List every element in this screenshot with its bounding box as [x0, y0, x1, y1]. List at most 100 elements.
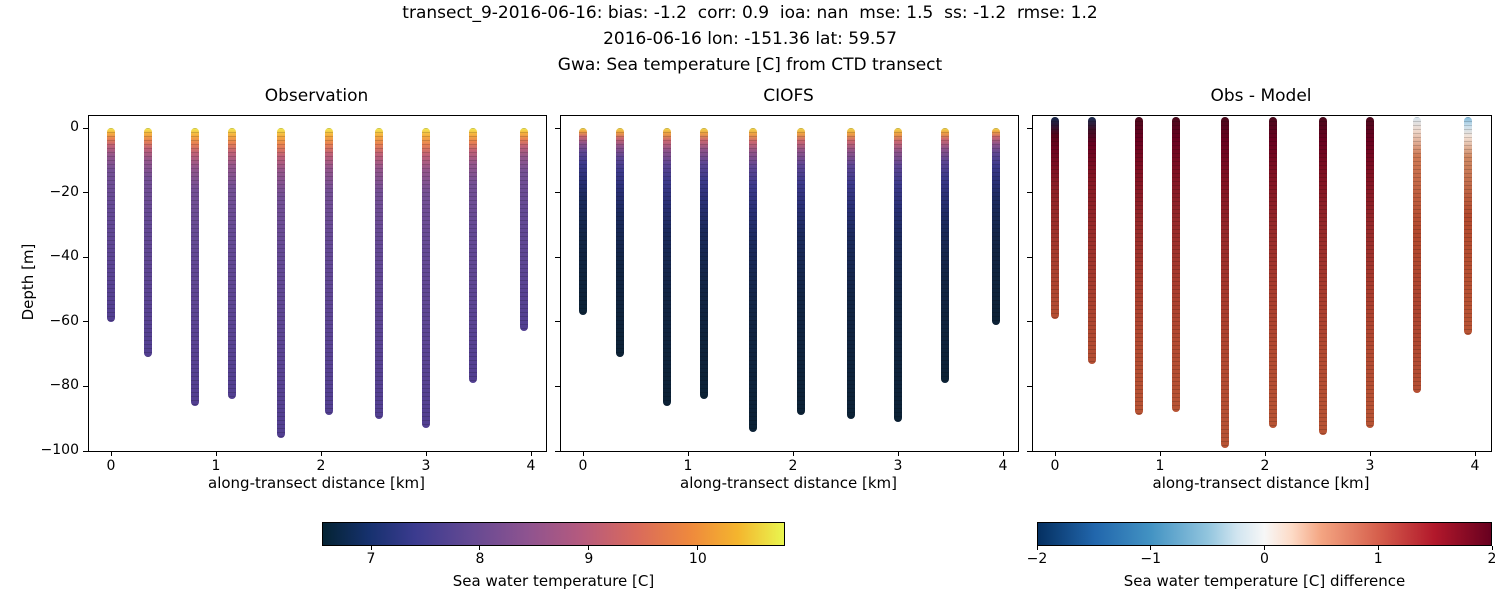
ctd-cast [1318, 117, 1327, 435]
x-tick [1474, 451, 1476, 456]
ctd-cast [519, 128, 528, 332]
y-tick [1027, 192, 1032, 194]
colorbar-tick-label: −2 [1026, 551, 1048, 567]
y-tick [83, 192, 88, 194]
ctd-cast [797, 128, 806, 416]
colorbar-tick [697, 546, 699, 550]
x-tick [1054, 451, 1056, 456]
x-tick-label: 4 [1470, 458, 1480, 474]
colorbar-tick [1150, 546, 1152, 550]
x-tick [897, 451, 899, 456]
colorbar-tick-label: 0 [1260, 551, 1269, 567]
y-tick [1027, 256, 1032, 258]
x-tick [1002, 451, 1004, 456]
y-tick-label: −100 [40, 442, 79, 458]
ctd-cast [699, 128, 708, 400]
ctd-cast [749, 128, 758, 432]
y-tick [83, 256, 88, 258]
ctd-cast [1087, 117, 1096, 364]
difference-colorbar: Sea water temperature [C] difference −2 −… [1027, 522, 1496, 590]
ctd-cast [374, 128, 383, 419]
figure-suptitle-line2: 2016-06-16 lon: -151.36 lat: 59.57 [603, 29, 897, 49]
colorbar-tick-label: −1 [1140, 551, 1162, 567]
x-tick [792, 451, 794, 456]
ctd-cast [894, 128, 902, 422]
y-tick [555, 127, 560, 129]
ctd-cast [991, 128, 1000, 326]
x-tick-label: 3 [1365, 458, 1375, 474]
ctd-cast [277, 128, 286, 439]
x-tick-label: 1 [683, 458, 693, 474]
temperature-colorbar: Sea water temperature [C] 7 8 9 10 [322, 522, 785, 590]
y-tick [1027, 450, 1032, 452]
figure-suptitle-line3: Gwa: Sea temperature [C] from CTD transe… [557, 55, 943, 75]
difference-colorbar-gradient [1037, 522, 1492, 546]
ctd-cast [1171, 117, 1180, 413]
colorbar-tick-label: 2 [1487, 551, 1497, 567]
x-tick-label: 0 [578, 458, 588, 474]
x-axis-label-ciofs: along-transect distance [km] [680, 474, 897, 492]
y-tick [555, 385, 560, 387]
y-tick-label: 0 [70, 119, 79, 135]
ctd-cast [107, 128, 115, 322]
ctd-cast [1463, 117, 1472, 335]
ctd-cast [1135, 117, 1143, 416]
panel-title-observation: Observation [264, 86, 369, 106]
x-tick-label: 2 [316, 458, 326, 474]
x-axis-label-obs-model: along-transect distance [km] [1152, 474, 1370, 492]
panel-title-ciofs: CIOFS [763, 86, 814, 106]
colorbar-tick-label: 8 [475, 551, 485, 567]
colorbar-tick-label: 10 [688, 551, 707, 567]
obs-model-plot: 0 1 2 3 4 [1027, 115, 1492, 474]
ctd-cast [941, 128, 950, 384]
x-tick-label: 4 [998, 458, 1008, 474]
x-tick [530, 451, 532, 456]
y-tick-label: −20 [49, 183, 79, 200]
x-tick [320, 451, 322, 456]
x-tick-label: 2 [1260, 458, 1270, 474]
colorbar-tick-label: 7 [366, 551, 376, 567]
x-tick [1264, 451, 1266, 456]
ctd-cast [663, 128, 671, 406]
x-tick-label: 3 [893, 458, 903, 474]
ctd-cast [1413, 117, 1422, 393]
colorbar-tick [479, 546, 481, 550]
colorbar-tick [1377, 546, 1379, 550]
colorbar-tick [1264, 546, 1265, 550]
y-tick-label: −60 [49, 312, 79, 329]
temperature-colorbar-label: Sea water temperature [C] [452, 572, 655, 590]
ctd-cast [325, 128, 334, 416]
x-tick-label: 2 [788, 458, 798, 474]
x-axis-label-observation: along-transect distance [km] [208, 474, 425, 492]
y-tick-label: −40 [49, 248, 79, 265]
ctd-cast [422, 128, 430, 429]
y-tick [555, 321, 560, 323]
ciofs-plot: 0 1 2 3 4 [555, 115, 1019, 474]
y-tick [555, 450, 560, 452]
x-tick-label: 0 [1050, 458, 1060, 474]
x-tick [1159, 451, 1161, 456]
y-tick [1027, 127, 1032, 129]
panel-title-obs-model: Obs - Model [1210, 86, 1312, 106]
ctd-cast [191, 128, 199, 406]
colorbar-tick [588, 546, 590, 550]
y-tick [83, 127, 88, 129]
x-tick-label: 1 [1155, 458, 1165, 474]
ctd-cast [1366, 117, 1374, 429]
ctd-cast [615, 128, 624, 358]
colorbar-tick-label: 9 [584, 551, 594, 567]
x-tick [215, 451, 217, 456]
y-tick [83, 450, 88, 452]
x-tick-label: 3 [421, 458, 431, 474]
ctd-cast [1221, 117, 1230, 448]
ctd-cast [1051, 117, 1059, 319]
x-tick-label: 0 [106, 458, 116, 474]
temperature-colorbar-gradient [322, 522, 785, 546]
figure-suptitle-line1: transect_9-2016-06-16: bias: -1.2 corr: … [402, 3, 1098, 23]
ctd-cast [227, 128, 236, 400]
y-tick-label: −80 [49, 377, 79, 394]
colorbar-tick [1036, 546, 1038, 550]
x-tick [110, 451, 112, 456]
colorbar-tick-label: 1 [1373, 551, 1383, 567]
